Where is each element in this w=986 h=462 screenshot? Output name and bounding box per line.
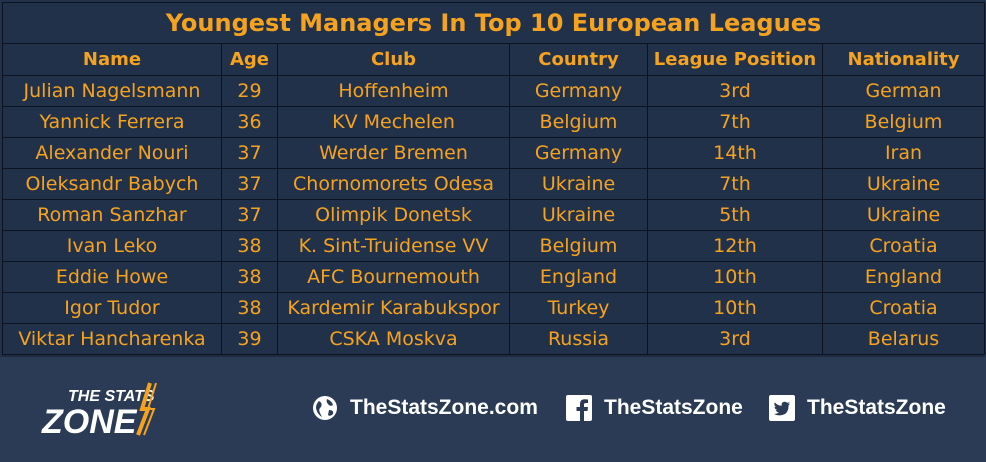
cell-name: Oleksandr Babych xyxy=(2,168,222,200)
cell-league-position: 7th xyxy=(647,168,823,200)
cell-league-position: 10th xyxy=(647,261,823,293)
table-container: Youngest Managers In Top 10 European Lea… xyxy=(2,2,985,357)
cell-nationality: Croatia xyxy=(822,292,985,324)
cell-country: England xyxy=(509,261,648,293)
logo-text-line1: THE STATS xyxy=(68,388,155,405)
twitter-icon xyxy=(769,395,795,421)
cell-league-position: 14th xyxy=(647,137,823,169)
cell-club: Werder Bremen xyxy=(277,137,510,169)
cell-name: Igor Tudor xyxy=(2,292,222,324)
cell-country: Ukraine xyxy=(509,168,648,200)
cell-age: 37 xyxy=(221,199,278,231)
cell-country: Russia xyxy=(509,323,648,355)
cell-age: 37 xyxy=(221,168,278,200)
cell-club: Kardemir Karabukspor xyxy=(277,292,510,324)
logo-text-line2: ZONE xyxy=(41,403,138,441)
website-label: TheStatsZone.com xyxy=(350,396,538,419)
table-title: Youngest Managers In Top 10 European Lea… xyxy=(2,2,985,44)
cell-country: Turkey xyxy=(509,292,648,324)
column-header-name: Name xyxy=(2,43,222,76)
cell-age: 29 xyxy=(221,75,278,107)
table-row: Eddie Howe 38 AFC Bournemouth England 10th En… xyxy=(2,261,985,293)
cell-nationality: Belgium xyxy=(822,106,985,138)
cell-club: Hoffenheim xyxy=(277,75,510,107)
the-stats-zone-logo: THE STATS ZONE xyxy=(41,382,157,441)
table-row: Roman Sanzhar 37 Olimpik Donetsk Ukraine 5th… xyxy=(2,199,985,231)
column-header-country: Country xyxy=(509,43,648,76)
cell-nationality: Croatia xyxy=(822,230,985,262)
column-header-league-position: League Position xyxy=(647,43,823,76)
cell-club: Chornomorets Odesa xyxy=(277,168,510,200)
cell-league-position: 7th xyxy=(647,106,823,138)
facebook-label: TheStatsZone xyxy=(604,396,743,419)
cell-name: Viktar Hancharenka xyxy=(2,323,222,355)
cell-league-position: 12th xyxy=(647,230,823,262)
table-row: Alexander Nouri 37 Werder Bremen Germany 14t… xyxy=(2,137,985,169)
cell-name: Roman Sanzhar xyxy=(2,199,222,231)
cell-nationality: Ukraine xyxy=(822,199,985,231)
cell-country: Belgium xyxy=(509,230,648,262)
cell-club: CSKA Moskva xyxy=(277,323,510,355)
column-header-club: Club xyxy=(277,43,510,76)
cell-age: 37 xyxy=(221,137,278,169)
cell-name: Eddie Howe xyxy=(2,261,222,293)
twitter-label: TheStatsZone xyxy=(807,396,946,419)
cell-nationality: German xyxy=(822,75,985,107)
globe-icon xyxy=(313,396,337,420)
twitter-link[interactable]: TheStatsZone xyxy=(769,395,946,421)
cell-league-position: 3rd xyxy=(647,75,823,107)
cell-country: Germany xyxy=(509,137,648,169)
website-link[interactable]: TheStatsZone.com xyxy=(312,395,538,421)
table-row: Yannick Ferrera 36 KV Mechelen Belgium 7th Be… xyxy=(2,106,985,138)
cell-country: Belgium xyxy=(509,106,648,138)
table-row: Viktar Hancharenka 39 CSKA Moskva Russia 3rd… xyxy=(2,323,985,355)
cell-name: Ivan Leko xyxy=(2,230,222,262)
cell-age: 38 xyxy=(221,292,278,324)
managers-table: Youngest Managers In Top 10 European Lea… xyxy=(2,2,985,355)
cell-country: Ukraine xyxy=(509,199,648,231)
table-row: Igor Tudor 38 Kardemir Karabukspor Turkey 10… xyxy=(2,292,985,324)
table-row: Ivan Leko 38 K. Sint-Truidense VV Belgium 12… xyxy=(2,230,985,262)
column-header-nationality: Nationality xyxy=(822,43,985,76)
cell-league-position: 3rd xyxy=(647,323,823,355)
header-row: Name Age Club Country League Position Na… xyxy=(2,43,985,76)
cell-name: Yannick Ferrera xyxy=(2,106,222,138)
cell-nationality: Ukraine xyxy=(822,168,985,200)
facebook-icon xyxy=(566,395,592,421)
cell-league-position: 10th xyxy=(647,292,823,324)
cell-league-position: 5th xyxy=(647,199,823,231)
table-row: Julian Nagelsmann 29 Hoffenheim Germany 3rd G… xyxy=(2,75,985,107)
table-row: Oleksandr Babych 37 Chornomorets Odesa Ukra… xyxy=(2,168,985,200)
cell-club: K. Sint-Truidense VV xyxy=(277,230,510,262)
cell-nationality: England xyxy=(822,261,985,293)
cell-name: Alexander Nouri xyxy=(2,137,222,169)
cell-club: Olimpik Donetsk xyxy=(277,199,510,231)
cell-nationality: Belarus xyxy=(822,323,985,355)
footer-bar: THE STATS ZONE TheStatsZone.com TheStats… xyxy=(0,357,986,462)
cell-club: KV Mechelen xyxy=(277,106,510,138)
cell-name: Julian Nagelsmann xyxy=(2,75,222,107)
table-body: Julian Nagelsmann 29 Hoffenheim Germany 3rd G… xyxy=(2,75,985,355)
cell-nationality: Iran xyxy=(822,137,985,169)
cell-age: 36 xyxy=(221,106,278,138)
facebook-link[interactable]: TheStatsZone xyxy=(566,395,743,421)
cell-age: 38 xyxy=(221,261,278,293)
cell-age: 39 xyxy=(221,323,278,355)
cell-age: 38 xyxy=(221,230,278,262)
cell-country: Germany xyxy=(509,75,648,107)
column-header-age: Age xyxy=(221,43,278,76)
cell-club: AFC Bournemouth xyxy=(277,261,510,293)
